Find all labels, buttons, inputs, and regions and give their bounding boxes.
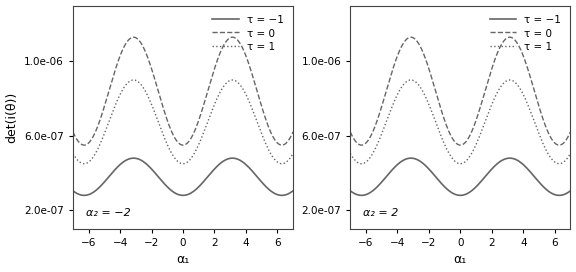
τ = −1 [528, 172, 535, 175]
Line: τ = −1: τ = −1 [350, 158, 570, 195]
τ = −1 [175, 193, 182, 196]
τ = −1 [347, 189, 354, 192]
X-axis label: α₁: α₁ [454, 254, 467, 267]
τ = −1 [467, 190, 473, 193]
τ = 1 [347, 152, 354, 155]
τ = 0 [81, 144, 88, 147]
τ = 0 [408, 36, 415, 39]
τ = 0 [190, 133, 196, 136]
τ = 1 [202, 128, 209, 131]
τ = −1 [290, 189, 297, 192]
τ = 1 [190, 154, 196, 157]
τ = 1 [175, 160, 182, 163]
τ = 0 [130, 36, 137, 39]
Text: α₂ = −2: α₂ = −2 [86, 208, 131, 218]
τ = 0 [175, 141, 182, 144]
Y-axis label: det(i(θ)): det(i(θ)) [6, 92, 18, 143]
Legend: τ = −1, τ = 0, τ = 1: τ = −1, τ = 0, τ = 1 [486, 11, 565, 56]
τ = 0 [176, 142, 183, 146]
τ = −1 [408, 156, 415, 160]
τ = 0 [358, 144, 365, 147]
τ = −1 [453, 193, 460, 197]
τ = 0 [528, 80, 535, 83]
X-axis label: α₁: α₁ [176, 254, 190, 267]
τ = −1 [452, 193, 459, 196]
τ = −1 [567, 189, 574, 192]
Line: τ = −1: τ = −1 [73, 158, 293, 195]
τ = 1 [563, 158, 570, 162]
τ = 1 [70, 152, 77, 155]
τ = 0 [202, 99, 209, 103]
τ = −1 [190, 190, 196, 193]
τ = 0 [452, 141, 459, 144]
Line: τ = 1: τ = 1 [350, 80, 570, 164]
τ = −1 [202, 178, 209, 182]
τ = −1 [70, 189, 77, 192]
τ = 0 [567, 130, 574, 134]
τ = −1 [176, 193, 183, 197]
τ = −1 [358, 194, 365, 197]
τ = 1 [453, 161, 460, 165]
τ = 0 [563, 138, 570, 142]
τ = 0 [453, 142, 460, 146]
τ = 1 [452, 160, 459, 163]
τ = 0 [467, 133, 473, 136]
τ = 0 [70, 130, 77, 134]
Text: α₂ = 2: α₂ = 2 [363, 208, 399, 218]
Line: τ = 0: τ = 0 [350, 37, 570, 145]
τ = 1 [290, 152, 297, 155]
τ = 0 [347, 130, 354, 134]
Line: τ = 1: τ = 1 [73, 80, 293, 164]
τ = 1 [130, 78, 137, 82]
τ = 1 [408, 78, 415, 82]
τ = 0 [285, 138, 292, 142]
τ = −1 [130, 156, 137, 160]
τ = 1 [176, 161, 183, 165]
τ = 1 [81, 162, 88, 165]
τ = 0 [479, 99, 486, 103]
τ = 1 [567, 152, 574, 155]
τ = 1 [479, 128, 486, 131]
τ = −1 [285, 192, 292, 195]
τ = 1 [528, 113, 535, 116]
τ = −1 [251, 172, 257, 175]
Legend: τ = −1, τ = 0, τ = 1: τ = −1, τ = 0, τ = 1 [209, 11, 288, 56]
τ = 0 [290, 130, 297, 134]
Line: τ = 0: τ = 0 [73, 37, 293, 145]
τ = −1 [81, 194, 88, 197]
τ = −1 [563, 192, 570, 195]
τ = 0 [251, 80, 257, 83]
τ = 1 [358, 162, 365, 165]
τ = 1 [285, 158, 292, 162]
τ = 1 [467, 154, 473, 157]
τ = 1 [251, 113, 257, 116]
τ = −1 [479, 178, 486, 182]
